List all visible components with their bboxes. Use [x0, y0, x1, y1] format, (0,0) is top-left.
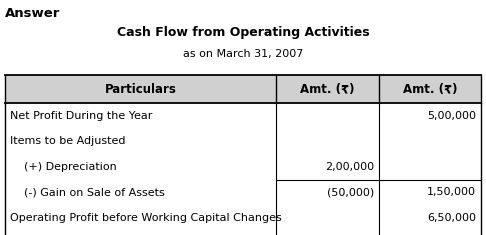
Text: (-) Gain on Sale of Assets: (-) Gain on Sale of Assets [10, 187, 164, 197]
Text: (50,000): (50,000) [327, 187, 374, 197]
Text: Amt. (₹): Amt. (₹) [300, 83, 355, 96]
Text: Items to be Adjusted: Items to be Adjusted [10, 137, 125, 146]
Text: 5,00,000: 5,00,000 [427, 111, 476, 121]
Text: Operating Profit before Working Capital Changes: Operating Profit before Working Capital … [10, 213, 281, 223]
Text: as on March 31, 2007: as on March 31, 2007 [183, 49, 303, 59]
Text: Particulars: Particulars [104, 83, 176, 96]
Text: 2,00,000: 2,00,000 [325, 162, 374, 172]
Text: Answer: Answer [5, 7, 60, 20]
Text: Net Profit During the Year: Net Profit During the Year [10, 111, 152, 121]
Text: Cash Flow from Operating Activities: Cash Flow from Operating Activities [117, 26, 369, 39]
Text: (+) Depreciation: (+) Depreciation [10, 162, 117, 172]
Bar [5, 75, 481, 103]
Text: Amt. (₹): Amt. (₹) [403, 83, 457, 96]
Text: 1,50,000: 1,50,000 [427, 187, 476, 197]
Text: 6,50,000: 6,50,000 [427, 213, 476, 223]
